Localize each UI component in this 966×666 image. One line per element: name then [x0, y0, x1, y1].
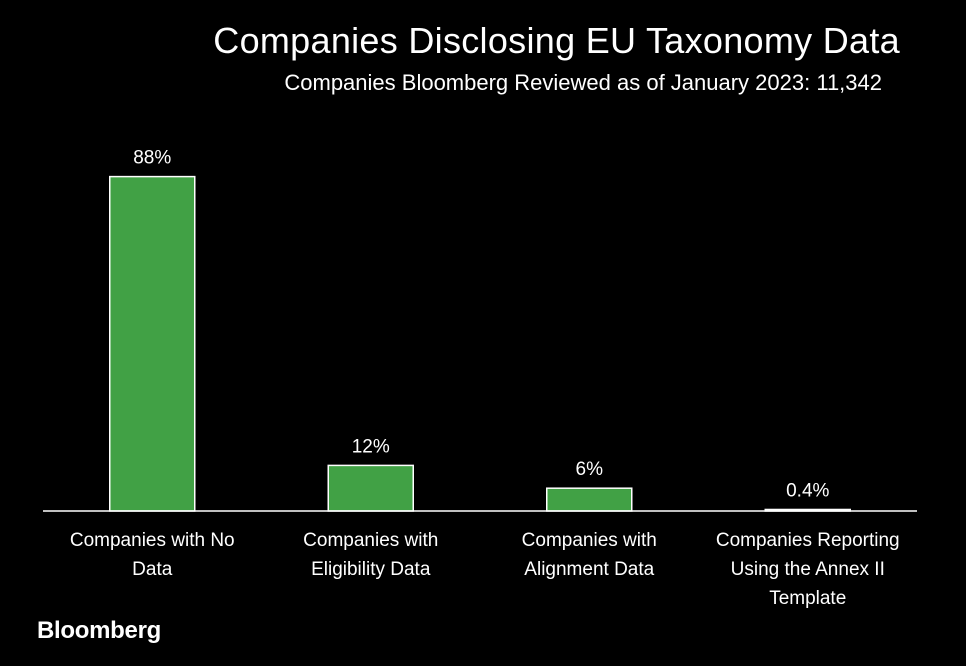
chart-title: Companies Disclosing EU Taxonomy Data — [213, 20, 900, 61]
bar-value-label: 12% — [352, 436, 390, 457]
bar-value-label: 88% — [133, 148, 171, 169]
category-label-line: Alignment Data — [524, 559, 654, 580]
category-label: Companies with Alignment Data — [522, 530, 657, 580]
category-label-line: Companies with No — [70, 530, 235, 551]
bar — [109, 175, 196, 512]
bar — [327, 464, 414, 512]
bars-group — [109, 175, 851, 512]
bar — [546, 487, 633, 512]
bloomberg-logo: Bloomberg — [37, 617, 161, 644]
category-label-line: Companies with — [303, 530, 438, 551]
category-labels-group: Companies with No Data Companies with Eligi… — [70, 530, 900, 609]
category-label: Companies with No Data — [70, 530, 235, 580]
category-label: Companies with Eligibility Data — [303, 530, 438, 580]
bar-value-label: 6% — [576, 459, 604, 480]
category-label-line: Eligibility Data — [311, 559, 431, 580]
category-label-line: Companies Reporting — [716, 530, 900, 551]
category-label-line: Using the Annex II — [731, 559, 885, 580]
category-label-line: Template — [769, 588, 846, 609]
category-label-line: Data — [132, 559, 173, 580]
category-label: Companies Reporting Using the Annex II Tem… — [716, 530, 900, 609]
bar-value-label: 0.4% — [786, 480, 829, 501]
category-label-line: Companies with — [522, 530, 657, 551]
value-labels-group: 88% 12% 6% 0.4% — [133, 148, 829, 502]
chart-subtitle: Companies Bloomberg Reviewed as of Janua… — [284, 70, 882, 95]
